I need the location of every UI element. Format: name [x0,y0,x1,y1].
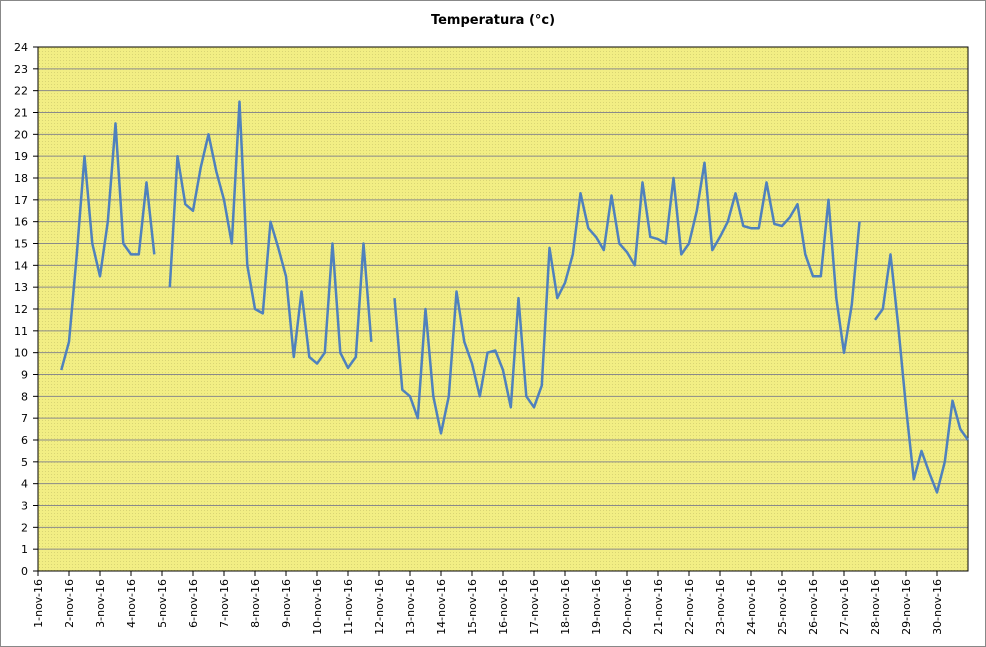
x-tick-label: 22-nov-16 [683,579,696,635]
y-tick-label: 2 [21,521,28,534]
y-tick-label: 3 [21,500,28,513]
y-tick-label: 22 [14,85,28,98]
y-tick-label: 14 [14,259,28,272]
x-tick-label: 25-nov-16 [776,579,789,635]
y-tick-label: 18 [14,172,28,185]
x-tick-label: 17-nov-16 [528,579,541,635]
x-tick-label: 24-nov-16 [745,579,758,635]
x-tick-label: 16-nov-16 [497,579,510,635]
x-tick-label: 23-nov-16 [714,579,727,635]
x-tick-label: 5-nov-16 [156,579,169,628]
data-line [60,100,970,494]
y-tick-label: 5 [21,456,28,469]
x-tick-label: 21-nov-16 [652,579,665,635]
chart-title: Temperatura (°c) [431,13,555,28]
y-tick-label: 11 [14,325,28,338]
y-tick-label: 8 [21,390,28,403]
x-tick-label: 8-nov-16 [249,579,262,628]
x-tick-label: 12-nov-16 [373,579,386,635]
y-tick-label: 12 [14,303,28,316]
y-tick-label: 10 [14,347,28,360]
y-tick-label: 13 [14,281,28,294]
plot-border [37,46,969,572]
x-tick-label: 4-nov-16 [125,579,138,628]
x-tick-label: 7-nov-16 [218,579,231,628]
x-tick-label: 19-nov-16 [590,579,603,635]
x-tick-label: 18-nov-16 [559,579,572,635]
x-tick-label: 10-nov-16 [311,579,324,635]
x-tick-label: 30-nov-16 [931,579,944,635]
x-tick-label: 27-nov-16 [838,579,851,635]
y-tick-label: 7 [21,412,28,425]
y-tick-label: 0 [21,565,28,578]
x-tick-label: 20-nov-16 [621,579,634,635]
y-tick-label: 21 [14,107,28,120]
x-tick-label: 14-nov-16 [435,579,448,635]
y-tick-label: 24 [14,41,28,54]
x-tick-label: 1-nov-16 [32,579,45,628]
x-tick-label: 28-nov-16 [869,579,882,635]
y-tick-label: 19 [14,150,28,163]
x-tick-label: 11-nov-16 [342,579,355,635]
y-tick-label: 20 [14,128,28,141]
y-tick-label: 15 [14,238,28,251]
y-tick-label: 23 [14,63,28,76]
x-tick-label: 26-nov-16 [807,579,820,635]
y-tick-label: 9 [21,369,28,382]
y-tick-label: 4 [21,478,28,491]
y-tick-label: 1 [21,543,28,556]
x-tick-label: 29-nov-16 [900,579,913,635]
x-tick-label: 9-nov-16 [280,579,293,628]
y-tick-label: 17 [14,194,28,207]
y-tick-label: 16 [14,216,28,229]
x-tick-label: 15-nov-16 [466,579,479,635]
x-tick-label: 2-nov-16 [63,579,76,628]
x-tick-label: 3-nov-16 [94,579,107,628]
y-tick-label: 6 [21,434,28,447]
x-tick-label: 13-nov-16 [404,579,417,635]
x-tick-label: 6-nov-16 [187,579,200,628]
